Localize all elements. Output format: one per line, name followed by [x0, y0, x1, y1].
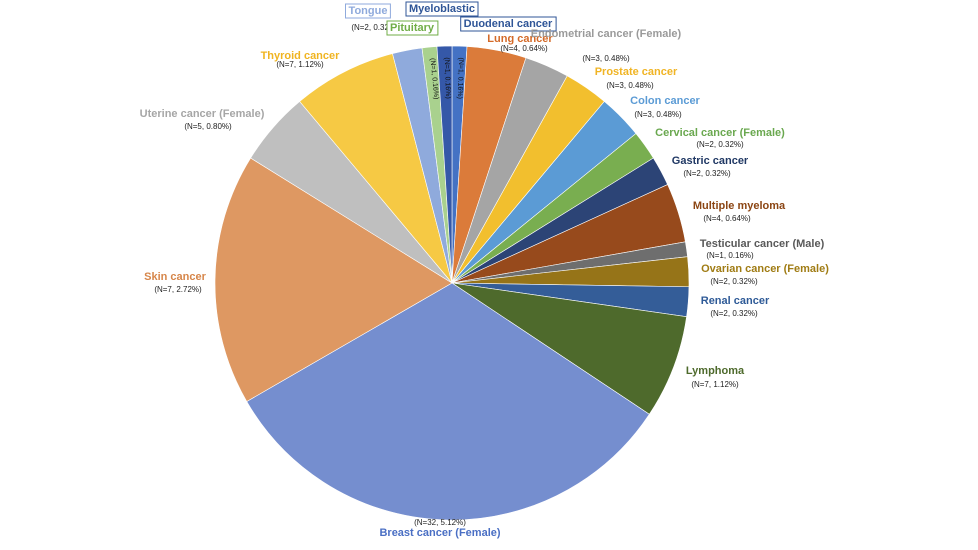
slice-label-thyroid-cancer: Thyroid cancer	[261, 50, 341, 62]
slice-label-lymphoma: Lymphoma	[686, 365, 745, 377]
count-label-multiple-myeloma: (N=4, 0.64%)	[703, 214, 751, 223]
slice-label-gastric-cancer: Gastric cancer	[672, 155, 749, 167]
slice-label-endometrial-cancer-female: Endometrial cancer (Female)	[531, 28, 682, 40]
slice-label-breast-cancer-female: Breast cancer (Female)	[379, 527, 500, 539]
pie-slice-lymphoma	[451, 282, 687, 415]
label-box-duodenal-cancer	[460, 16, 557, 32]
label-box-tongue	[345, 3, 391, 19]
slice-label-duodenal-cancer: Duodenal cancer	[464, 18, 553, 30]
count-label-lymphoma: (N=7, 1.12%)	[691, 380, 739, 389]
slice-label-ovarian-cancer-female: Ovarian cancer (Female)	[701, 263, 829, 275]
count-label-cervical-cancer-female: (N=2, 0.32%)	[696, 140, 744, 149]
count-label-duodenal-cancer: (N=1, 0.16%)	[456, 57, 464, 99]
label-box-pituitary	[386, 20, 439, 36]
count-label-ovarian-cancer-female: (N=2, 0.32%)	[710, 277, 758, 286]
count-label-thyroid-cancer: (N=7, 1.12%)	[276, 60, 324, 69]
pie-slice-myeloblastic	[436, 45, 453, 284]
pie-slice-skin-cancer	[214, 157, 453, 402]
count-label-skin-cancer: (N=7, 2.72%)	[154, 285, 202, 294]
label-box-myeloblastic	[405, 1, 479, 17]
slice-label-colon-cancer: Colon cancer	[630, 95, 700, 107]
count-label-gastric-cancer: (N=2, 0.32%)	[683, 169, 731, 178]
pie-slice-breast-cancer-female	[246, 282, 650, 521]
pie-slice-thyroid-cancer	[299, 53, 453, 284]
count-label-renal-cancer: (N=2, 0.32%)	[710, 309, 758, 318]
slice-label-prostate-cancer: Prostate cancer	[595, 66, 678, 78]
slice-label-tongue: Tongue	[349, 5, 388, 17]
count-label-tongue: (N=2, 0.32%)	[351, 23, 399, 32]
count-label-colon-cancer: (N=3, 0.48%)	[634, 110, 682, 119]
count-label-myeloblastic: (N=1, 0.16%)	[443, 57, 451, 99]
slice-label-testicular-cancer-male: Testicular cancer (Male)	[700, 238, 825, 250]
slice-label-uterine-cancer-female: Uterine cancer (Female)	[140, 108, 265, 120]
count-label-prostate-cancer: (N=3, 0.48%)	[606, 81, 654, 90]
slice-label-skin-cancer: Skin cancer	[144, 271, 206, 283]
count-label-lung-cancer: (N=4, 0.64%)	[500, 44, 548, 53]
count-label-uterine-cancer-female: (N=5, 0.80%)	[184, 122, 232, 131]
slice-label-renal-cancer: Renal cancer	[701, 295, 770, 307]
slice-label-multiple-myeloma: Multiple myeloma	[693, 200, 786, 212]
count-label-breast-cancer-female: (N=32, 5.12%)	[414, 518, 466, 527]
slice-label-lung-cancer: Lung cancer	[487, 33, 553, 45]
count-label-endometrial-cancer-female: (N=3, 0.48%)	[582, 54, 630, 63]
slice-label-myeloblastic: Myeloblastic	[409, 3, 475, 15]
count-label-testicular-cancer-male: (N=1, 0.16%)	[706, 251, 754, 260]
count-label-pituitary: (N=1, 0.16%)	[429, 58, 440, 100]
slice-label-cervical-cancer-female: Cervical cancer (Female)	[655, 127, 785, 139]
slice-label-pituitary: Pituitary	[390, 22, 435, 34]
pie-labels: Duodenal cancer(N=1, 0.16%)Lung cancer(N…	[140, 1, 829, 539]
pie-slices	[214, 45, 690, 521]
